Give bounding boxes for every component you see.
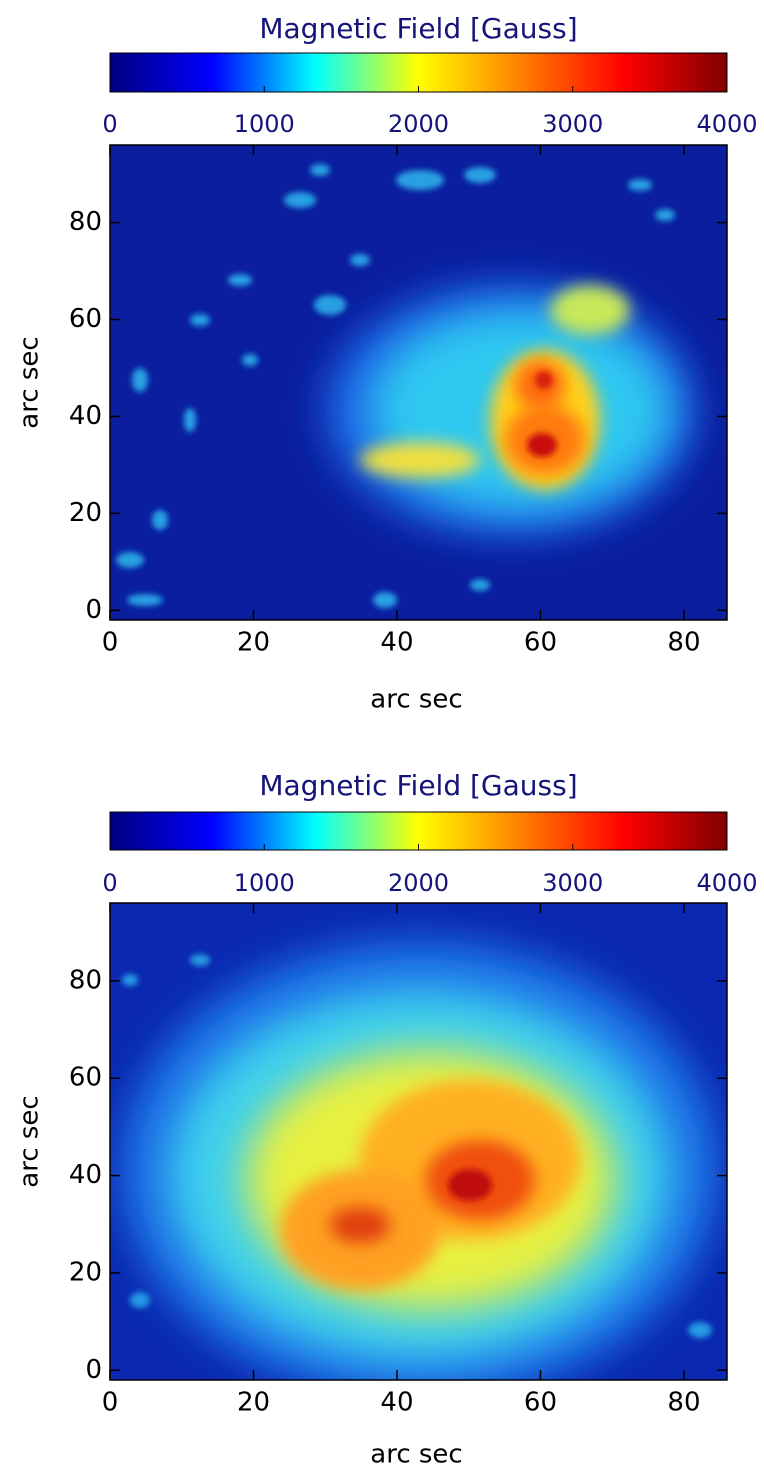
field-map (110, 903, 727, 1380)
x-axis-title: arc sec (370, 685, 462, 715)
colorbar-tick-label: 1000 (234, 110, 295, 138)
x-tick-label: 20 (237, 628, 270, 658)
y-tick-label: 20 (69, 498, 102, 528)
colorbar-title: Magnetic Field [Gauss] (259, 12, 577, 45)
x-tick-label: 80 (667, 1388, 700, 1418)
colorbar-tick-label: 1000 (234, 869, 295, 897)
colorbar-tick-label: 3000 (542, 110, 603, 138)
colorbar-tick-label: 0 (102, 869, 117, 897)
colorbar-tick-label: 0 (102, 110, 117, 138)
x-tick-label: 80 (667, 628, 700, 658)
y-axis-title: arc sec (15, 336, 45, 428)
x-tick-label: 20 (237, 1388, 270, 1418)
x-tick-label: 60 (524, 1388, 557, 1418)
y-axis-title: arc sec (15, 1095, 45, 1187)
x-tick-label: 60 (524, 628, 557, 658)
y-tick-label: 0 (85, 595, 102, 625)
y-tick-label: 40 (69, 1160, 102, 1190)
x-tick-label: 40 (380, 1388, 413, 1418)
x-axis-title: arc sec (370, 1440, 462, 1470)
y-tick-label: 20 (69, 1257, 102, 1287)
colorbar-tick-label: 4000 (696, 869, 757, 897)
colorbar-tick-label: 2000 (388, 869, 449, 897)
colorbar-tick-label: 3000 (542, 869, 603, 897)
x-tick-label: 40 (380, 628, 413, 658)
field-map (110, 145, 727, 620)
colorbar-tick-label: 4000 (696, 110, 757, 138)
colorbar-title: Magnetic Field [Gauss] (259, 769, 577, 802)
y-tick-label: 80 (69, 207, 102, 237)
x-tick-label: 0 (102, 1388, 119, 1418)
y-tick-label: 60 (69, 1063, 102, 1093)
plot-frame (109, 144, 728, 621)
y-tick-label: 0 (85, 1355, 102, 1385)
y-tick-label: 80 (69, 965, 102, 995)
x-tick-label: 0 (102, 628, 119, 658)
y-tick-label: 40 (69, 401, 102, 431)
plot-frame (109, 902, 728, 1381)
y-tick-label: 60 (69, 304, 102, 334)
colorbar-tick-label: 2000 (388, 110, 449, 138)
